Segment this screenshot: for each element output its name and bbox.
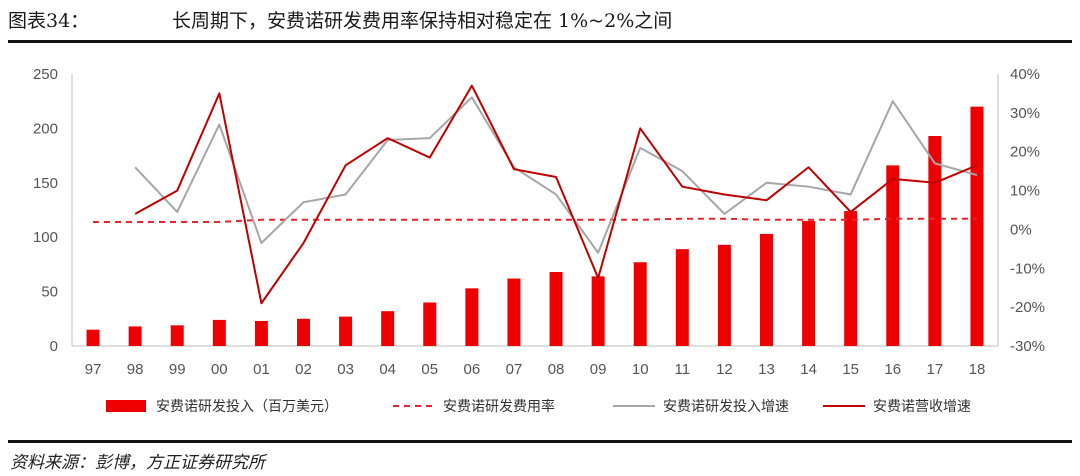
x-tick-label: 98 bbox=[127, 361, 144, 378]
bar bbox=[254, 320, 268, 346]
rd-growth-line bbox=[134, 96, 978, 254]
chart: 050100150200250-30%-20%-10%0%10%20%30%40… bbox=[33, 66, 1045, 415]
bar bbox=[760, 233, 773, 346]
x-tick-label: 02 bbox=[295, 361, 312, 378]
bar bbox=[297, 318, 310, 346]
figure-title: 长周期下，安费诺研发费用率保持相对稳定在 1%~2%之间 bbox=[172, 10, 673, 32]
bar bbox=[633, 262, 647, 346]
bar bbox=[675, 249, 689, 346]
left-tick-label: 200 bbox=[33, 120, 58, 137]
x-tick-label: 06 bbox=[464, 361, 481, 378]
bar bbox=[970, 106, 984, 346]
legend-item-rd-ratio: 安费诺研发费用率 bbox=[393, 398, 555, 415]
x-tick-label: 00 bbox=[211, 361, 228, 378]
right-tick-label: 0% bbox=[1010, 221, 1032, 238]
right-tick-label: -20% bbox=[1010, 299, 1045, 316]
x-tick-label: 07 bbox=[506, 361, 523, 378]
x-tick-label: 08 bbox=[548, 361, 565, 378]
figure-label: 图表34： bbox=[8, 10, 90, 32]
legend-item-rd-investment: 安费诺研发投入（百万美元） bbox=[106, 399, 338, 415]
x-tick-label: 13 bbox=[758, 361, 775, 378]
right-tick-label: 40% bbox=[1010, 66, 1040, 83]
chart-axes bbox=[71, 74, 999, 347]
legend-swatch bbox=[106, 400, 146, 412]
left-tick-label: 150 bbox=[33, 175, 58, 192]
bottom-rule bbox=[8, 440, 1072, 443]
bar bbox=[170, 325, 184, 346]
left-tick-label: 250 bbox=[33, 66, 58, 83]
bar bbox=[507, 278, 521, 346]
bar bbox=[802, 220, 816, 346]
x-tick-label: 12 bbox=[716, 361, 733, 378]
legend-item-rd-growth: 安费诺研发投入增速 bbox=[613, 399, 789, 415]
right-tick-label: 30% bbox=[1010, 105, 1040, 122]
right-tick-label: 10% bbox=[1010, 183, 1040, 200]
x-tick-label: 11 bbox=[675, 361, 691, 378]
x-tick-label: 10 bbox=[632, 361, 649, 378]
source-note: 资料来源：彭博，方正证券研究所 bbox=[10, 453, 265, 473]
legend-label: 安费诺研发投入增速 bbox=[663, 399, 789, 415]
chart-lines bbox=[93, 84, 978, 305]
x-tick-label: 17 bbox=[927, 361, 944, 378]
right-tick-label: -30% bbox=[1010, 338, 1045, 355]
rd-investment-bars bbox=[86, 106, 984, 346]
bar bbox=[381, 311, 395, 346]
bar bbox=[423, 302, 437, 346]
bar bbox=[465, 288, 479, 346]
legend-item-revenue-growth: 安费诺营收增速 bbox=[823, 399, 971, 415]
bar bbox=[86, 329, 100, 346]
x-tick-label: 99 bbox=[169, 361, 186, 378]
x-tick-label: 14 bbox=[800, 361, 817, 378]
x-tick-label: 15 bbox=[842, 361, 859, 378]
bar bbox=[886, 165, 900, 346]
bar bbox=[128, 326, 142, 346]
bar bbox=[717, 244, 731, 346]
x-tick-label: 09 bbox=[590, 361, 607, 378]
bar bbox=[844, 211, 858, 346]
left-tick-label: 100 bbox=[33, 229, 58, 246]
top-rule bbox=[8, 40, 1072, 43]
rd-ratio-line bbox=[93, 217, 977, 223]
x-tick-label: 05 bbox=[421, 361, 438, 378]
legend-label: 安费诺研发投入（百万美元） bbox=[156, 399, 338, 415]
x-tick-label: 16 bbox=[884, 361, 901, 378]
right-tick-label: 20% bbox=[1010, 144, 1040, 161]
revenue-growth-line bbox=[134, 84, 978, 305]
bar bbox=[549, 272, 563, 346]
bar bbox=[928, 136, 942, 346]
x-tick-label: 03 bbox=[337, 361, 354, 378]
left-tick-label: 0 bbox=[50, 338, 58, 355]
x-tick-label: 01 bbox=[253, 361, 270, 378]
legend-label: 安费诺研发费用率 bbox=[443, 398, 555, 415]
x-tick-label: 97 bbox=[85, 361, 102, 378]
x-tick-label: 18 bbox=[969, 361, 986, 378]
x-tick-label: 04 bbox=[379, 361, 396, 378]
chart-legend: 安费诺研发投入（百万美元） 安费诺研发费用率 安费诺研发投入增速 安费诺营收增速 bbox=[106, 398, 971, 415]
right-tick-label: -10% bbox=[1010, 260, 1045, 277]
bar bbox=[212, 319, 226, 346]
legend-label: 安费诺营收增速 bbox=[873, 399, 971, 415]
chart-ticks: 050100150200250-30%-20%-10%0%10%20%30%40… bbox=[33, 66, 1045, 378]
bar bbox=[591, 276, 605, 346]
bar bbox=[339, 316, 353, 346]
figure-header: 图表34： 长周期下，安费诺研发费用率保持相对稳定在 1%~2%之间 bbox=[0, 0, 1080, 44]
left-tick-label: 50 bbox=[41, 284, 58, 301]
